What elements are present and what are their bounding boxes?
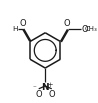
Text: H: H	[12, 26, 18, 32]
Text: O: O	[35, 90, 42, 99]
Text: O: O	[64, 19, 71, 28]
Text: +: +	[47, 82, 53, 88]
Text: O: O	[19, 19, 26, 28]
Text: O: O	[49, 90, 55, 99]
Text: O: O	[81, 25, 88, 34]
Text: CH₃: CH₃	[84, 26, 97, 32]
Text: N: N	[41, 83, 49, 92]
Text: ⁻: ⁻	[32, 85, 36, 91]
